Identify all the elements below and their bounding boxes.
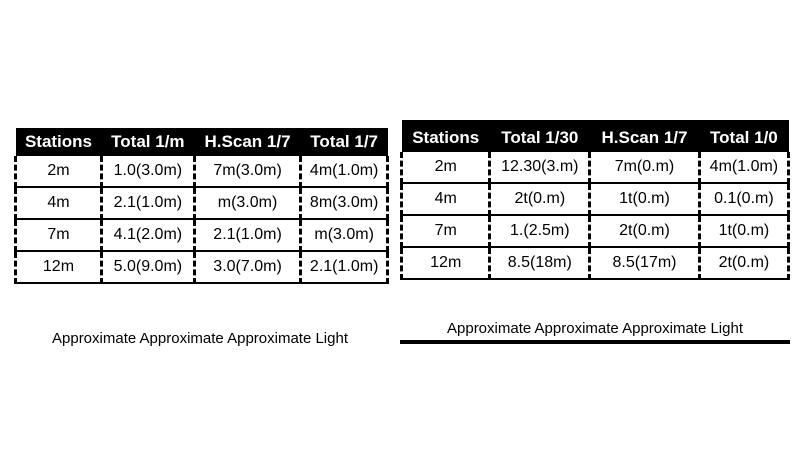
table-cell: m(3.0m): [299, 219, 389, 252]
table-cell: 2t(0.m): [588, 215, 701, 248]
table-cell: 1t(0.m): [697, 215, 791, 248]
column-header: H.Scan 1/7: [194, 128, 301, 156]
table-cell: 4.1(2.0m): [99, 219, 196, 252]
table-cell: 1t(0.m): [588, 183, 701, 216]
table-row: 12m 8.5(18m) 8.5(17m) 2t(0.m): [399, 247, 791, 280]
table-cell: 2m: [14, 156, 103, 188]
table-cell: 3.0(7.0m): [192, 251, 303, 284]
table-row: 2m 1.0(3.0m) 7m(3.0m) 4m(1.0m): [14, 156, 389, 188]
column-header: Total 1/0: [699, 122, 789, 152]
table-row: 4m 2.1(1.0m) m(3.0m) 8m(3.0m): [14, 187, 389, 220]
table-row: 7m 4.1(2.0m) 2.1(1.0m) m(3.0m): [14, 219, 389, 252]
table-caption: Approximate Approximate Approximate Ligh…: [52, 330, 348, 347]
table-cell: 2.1(1.0m): [299, 251, 389, 284]
table-cell: 2t(0.m): [488, 183, 592, 216]
column-header: Total 1/7: [300, 128, 388, 156]
table-cell: 2m: [399, 152, 492, 184]
table-cell: 8.5(18m): [488, 247, 592, 280]
table-cell: 12.30(3.m): [488, 152, 592, 184]
table-cell: 2.1(1.0m): [99, 187, 196, 220]
table-cell: 4m: [399, 183, 492, 216]
table-cell: 7m: [14, 219, 103, 252]
table-cell: 5.0(9.0m): [99, 251, 196, 284]
table-cell: 2t(0.m): [697, 247, 791, 280]
left-table: Stations Total 1/m H.Scan 1/7 Total 1/7 …: [14, 128, 389, 284]
table-cell: 7m(0.m): [588, 152, 701, 184]
table-cell: 7m: [399, 215, 492, 248]
table-row: 7m 1.(2.5m) 2t(0.m) 1t(0.m): [399, 215, 791, 248]
header-row: Stations Total 1/m H.Scan 1/7 Total 1/7: [15, 128, 388, 156]
table-cell: 8.5(17m): [588, 247, 701, 280]
table-cell: 0.1(0.m): [697, 183, 791, 216]
table-cell: m(3.0m): [192, 187, 303, 220]
table-cell: 12m: [14, 251, 103, 284]
table-caption: Approximate Approximate Approximate Ligh…: [447, 320, 743, 337]
table-border: [400, 340, 790, 344]
column-header: H.Scan 1/7: [589, 122, 700, 152]
column-header: Total 1/30: [489, 122, 590, 152]
header-row: Stations Total 1/30 H.Scan 1/7 Total 1/0: [401, 122, 789, 152]
table-row: 2m 12.30(3.m) 7m(0.m) 4m(1.0m): [399, 152, 791, 184]
column-header: Total 1/m: [101, 128, 195, 156]
column-header: Stations: [401, 122, 490, 152]
table-row: 12m 5.0(9.0m) 3.0(7.0m) 2.1(1.0m): [14, 251, 389, 284]
right-table: Stations Total 1/30 H.Scan 1/7 Total 1/0…: [399, 120, 791, 280]
table-cell: 1.(2.5m): [488, 215, 592, 248]
table-row: 4m 2t(0.m) 1t(0.m) 0.1(0.m): [399, 183, 791, 216]
table-cell: 4m(1.0m): [697, 152, 791, 184]
table-cell: 4m: [14, 187, 103, 220]
table-cell: 1.0(3.0m): [99, 156, 196, 188]
table-cell: 12m: [399, 247, 492, 280]
column-header: Stations: [15, 128, 102, 156]
table-cell: 7m(3.0m): [192, 156, 303, 188]
table-cell: 8m(3.0m): [299, 187, 389, 220]
table-cell: 4m(1.0m): [299, 156, 389, 188]
table-cell: 2.1(1.0m): [192, 219, 303, 252]
